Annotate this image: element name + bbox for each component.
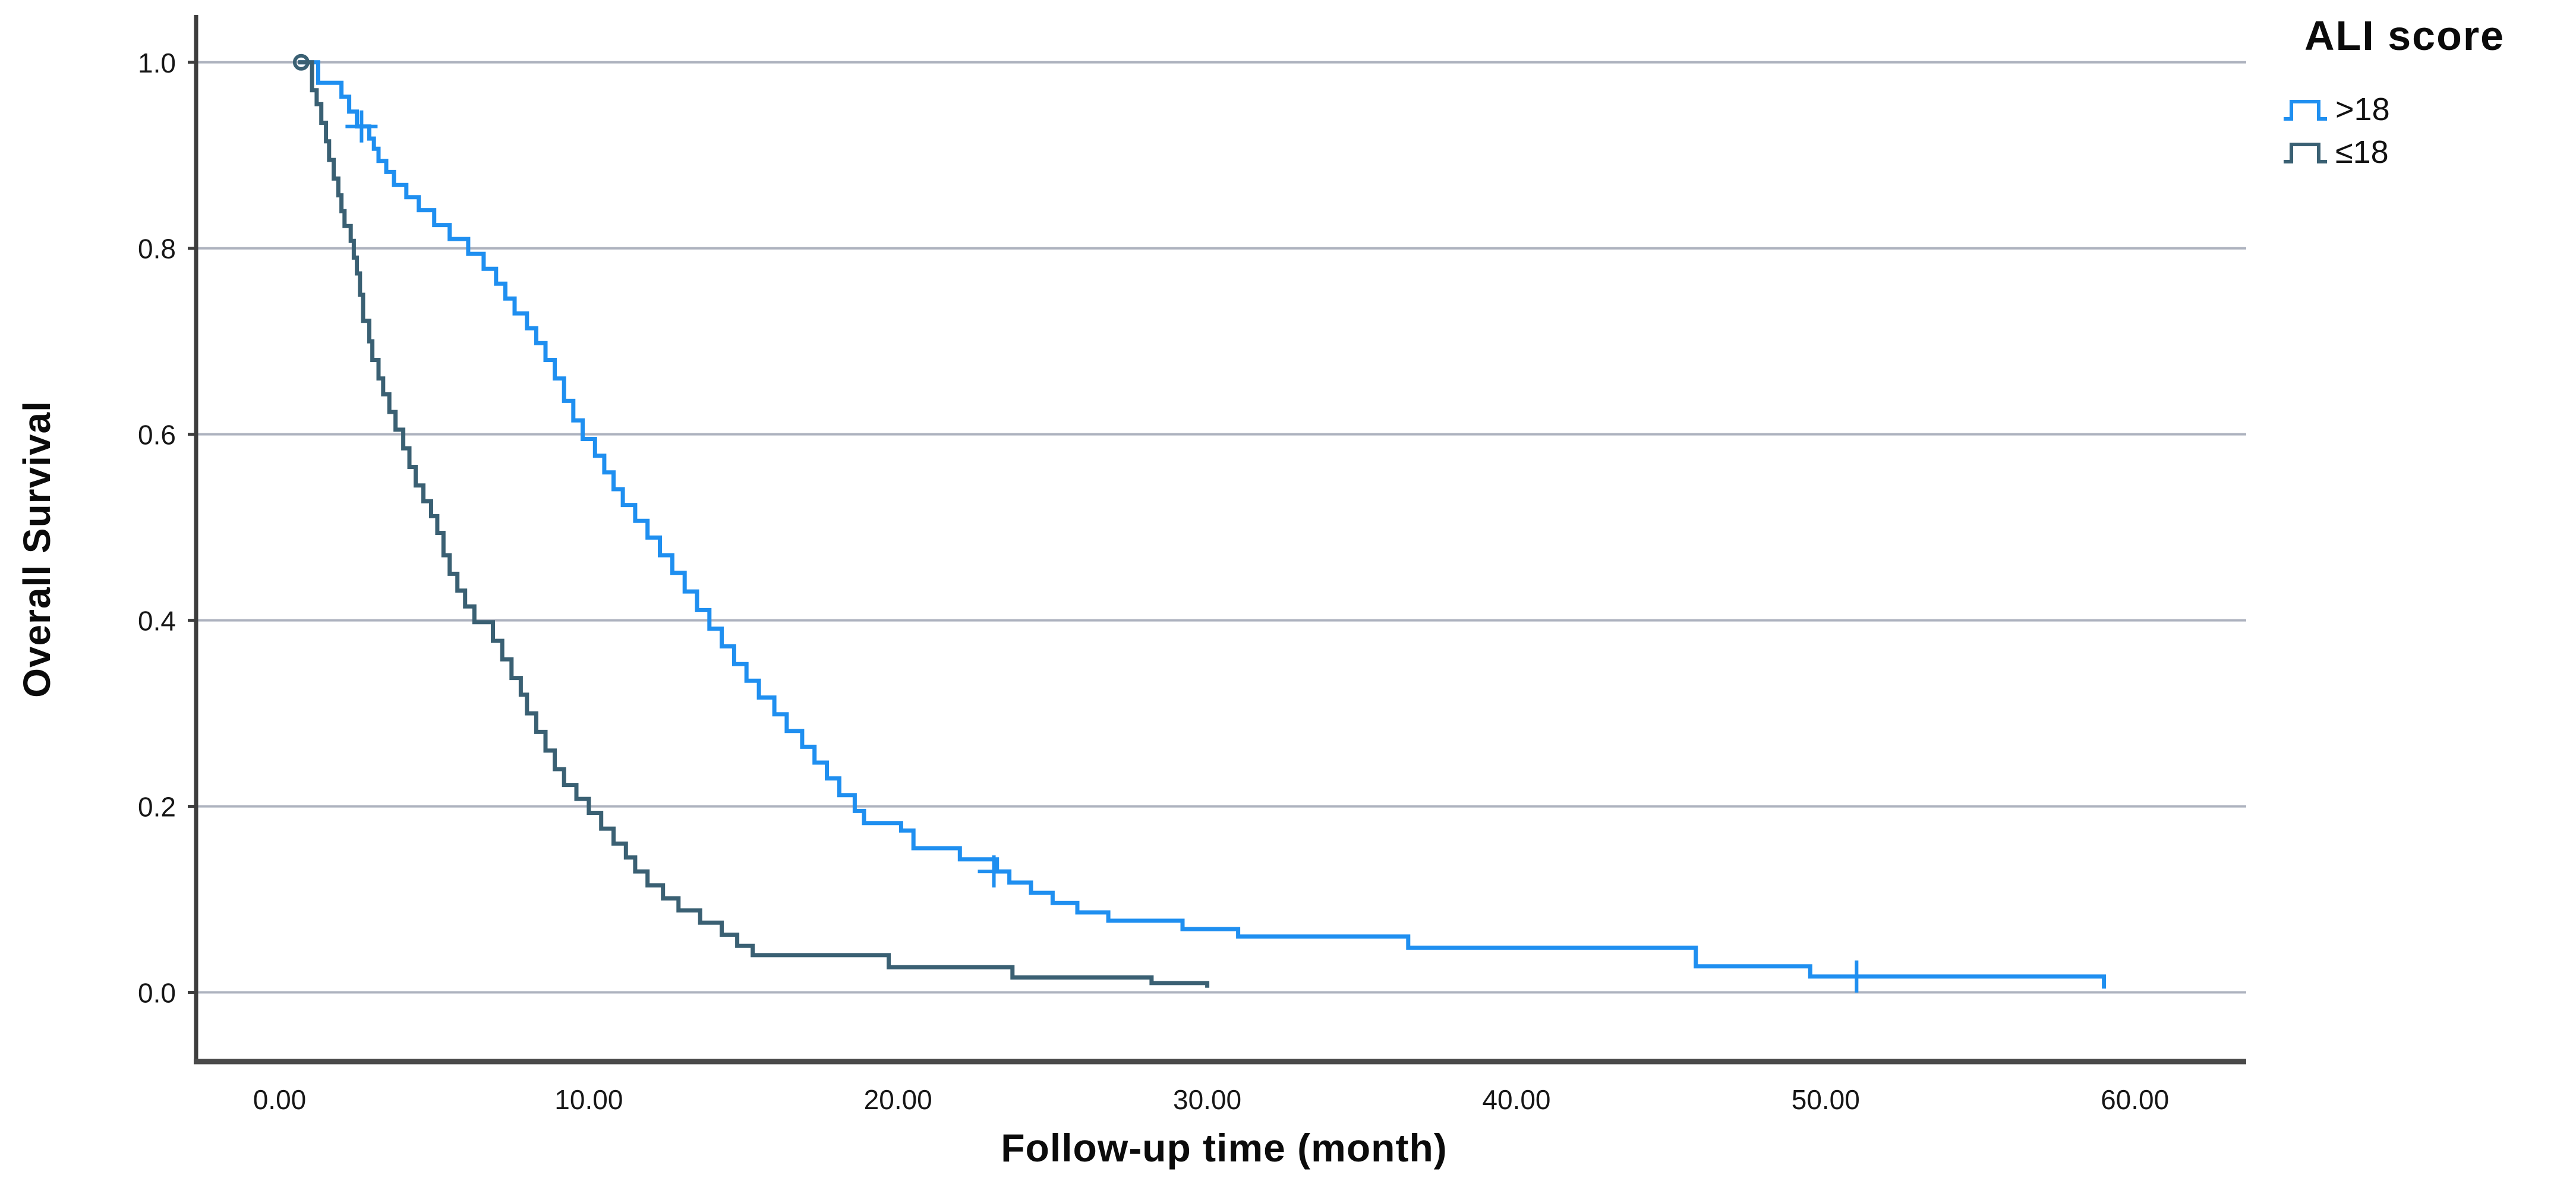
y-tick-label: 1.0 [138, 48, 176, 78]
x-tick-label: 30.00 [1173, 1084, 1241, 1115]
legend-entry-label: >18 [2335, 92, 2390, 127]
x-tick-label: 0.00 [253, 1084, 307, 1115]
legend-entries: >18 ≤18 [2282, 88, 2573, 174]
legend: ALI score >18 ≤18 [2282, 12, 2573, 174]
y-tick-label: 0.6 [138, 420, 176, 451]
x-axis-title: Follow-up time (month) [1001, 1126, 1448, 1170]
legend-entry-gt18: >18 [2282, 88, 2573, 131]
legend-entry-le18: ≤18 [2282, 131, 2573, 174]
x-tick-label: 50.00 [1792, 1084, 1860, 1115]
y-tick-label: 0.2 [138, 792, 176, 823]
x-tick-label: 10.00 [554, 1084, 623, 1115]
y-axis-title: Overall Survival [15, 401, 58, 698]
x-tick-label: 60.00 [2101, 1084, 2169, 1115]
censor-mark-gt18 [345, 110, 378, 143]
legend-title: ALI score [2304, 12, 2505, 59]
y-tick-label: 0.0 [138, 978, 176, 1009]
y-tick-label: 0.4 [138, 606, 176, 637]
y-tick-label: 0.8 [138, 234, 176, 265]
legend-entry-label: ≤18 [2335, 134, 2389, 170]
censor-mark-gt18 [978, 855, 1010, 888]
x-tick-label: 20.00 [864, 1084, 932, 1115]
legend-step-swatch [2284, 100, 2327, 121]
curve-start-dot-le18 [292, 53, 310, 71]
survival-curve-gt18 [298, 60, 2107, 989]
survival-curve-le18 [298, 60, 1210, 988]
legend-step-swatch [2284, 143, 2327, 163]
x-tick-label: 40.00 [1482, 1084, 1550, 1115]
censor-mark-gt18 [1840, 960, 1873, 993]
